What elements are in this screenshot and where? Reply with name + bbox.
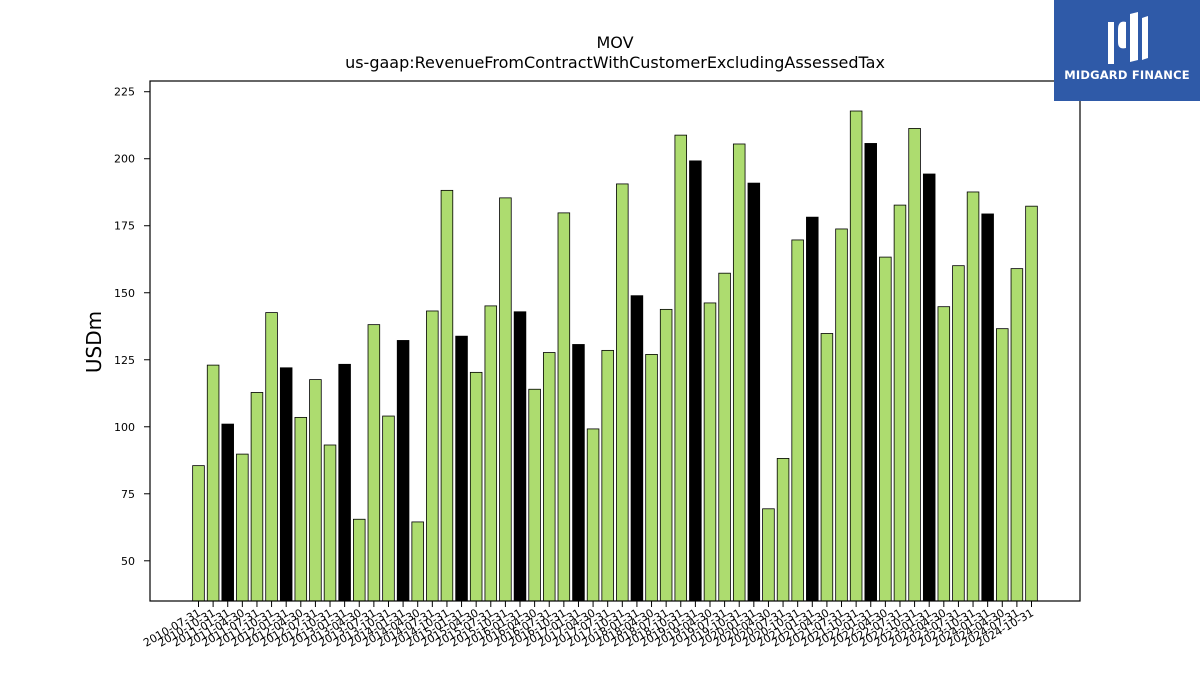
bar-2024-10-31 (1025, 205, 1038, 602)
y-tick-label: 225 (114, 86, 135, 99)
y-axis-label: USDm (82, 311, 106, 373)
bar-2016-10-31 (557, 212, 571, 602)
bar-2010-10-31 (206, 364, 220, 602)
chart-subtitle: us-gaap:RevenueFromContractWithCustomerE… (345, 53, 885, 72)
bar-2023-07-31 (952, 265, 965, 602)
bar-2018-01-31 (630, 295, 644, 602)
y-tick-label: 50 (121, 555, 135, 568)
bar-2021-07-31 (835, 228, 848, 602)
bar-2016-01-31 (513, 311, 527, 602)
y-tick-label: 150 (114, 287, 135, 300)
bar-2014-07-31 (426, 310, 439, 602)
bar-2019-01-31 (689, 160, 702, 602)
bar-2019-04-30 (703, 302, 717, 602)
y-tick-label: 75 (121, 488, 135, 501)
bar-2010-07-31 (192, 465, 205, 602)
bar-2014-04-30 (411, 521, 424, 602)
bar-2020-10-31 (791, 239, 804, 602)
bar-2024-01-31 (981, 213, 994, 602)
bar-2013-10-31 (382, 415, 395, 602)
bar-2024-07-31 (1010, 268, 1024, 602)
bar-2018-04-30 (645, 353, 658, 602)
bar-2017-10-31 (616, 183, 629, 602)
bar-2015-01-31 (455, 335, 468, 602)
x-axis: 2010-07-312010-10-312011-01-312011-04-30… (141, 601, 1036, 650)
bar-2012-04-30 (294, 416, 308, 602)
bar-2011-04-30 (236, 453, 249, 602)
bar-2017-04-30 (586, 428, 600, 602)
midgard-logo-icon (1108, 12, 1148, 64)
bar-2013-07-31 (367, 324, 381, 602)
bar-2013-01-31 (338, 363, 351, 602)
bar-2024-04-30 (996, 328, 1009, 602)
bar-2021-01-31 (806, 216, 819, 602)
bar-2019-07-31 (718, 272, 731, 602)
bar-2021-10-31 (849, 110, 863, 602)
bar-2021-04-30 (820, 333, 834, 602)
bar-2011-07-31 (250, 392, 264, 602)
bar-2015-04-30 (469, 371, 483, 602)
bar-2013-04-30 (353, 518, 366, 602)
bar-2012-07-31 (309, 379, 322, 602)
bar-2018-10-31 (674, 134, 688, 602)
bar-2023-04-30 (937, 306, 951, 602)
bar-2012-01-31 (279, 367, 293, 602)
y-tick-label: 200 (114, 153, 135, 166)
bar-2018-07-31 (659, 308, 673, 602)
bar-2011-10-31 (265, 312, 278, 602)
bar-2022-04-30 (879, 256, 892, 602)
bar-2014-01-31 (396, 340, 410, 602)
bar-2019-10-31 (732, 143, 746, 602)
bar-2015-10-31 (499, 197, 512, 602)
bar-2016-07-31 (542, 352, 556, 602)
bar-series (192, 110, 1038, 602)
bar-2022-07-31 (893, 204, 907, 602)
chart-title: MOV (596, 33, 633, 52)
bar-2023-01-31 (922, 173, 936, 602)
bar-2020-01-31 (747, 182, 761, 602)
bar-2020-04-30 (762, 508, 775, 602)
y-tick-label: 175 (114, 220, 135, 233)
bar-2015-07-31 (484, 305, 498, 602)
plot-frame (149, 80, 1081, 602)
bar-2020-07-31 (776, 457, 790, 602)
bar-2017-01-31 (572, 344, 585, 602)
bar-2014-10-31 (440, 189, 454, 602)
bar-2022-01-31 (864, 143, 877, 602)
bar-2016-04-30 (528, 388, 541, 602)
bar-2017-07-31 (601, 349, 614, 602)
y-axis: 50 75 100 125 150 175 200 225 (114, 86, 150, 568)
brand-logo: MIDGARD FINANCE (1054, 0, 1200, 101)
bar-2011-01-31 (221, 423, 234, 602)
bar-2022-10-31 (908, 128, 921, 602)
bar-2012-10-31 (323, 444, 337, 602)
bar-2023-10-31 (966, 191, 980, 602)
y-tick-label: 100 (114, 421, 135, 434)
y-tick-label: 125 (114, 354, 135, 367)
logo-text: MIDGARD FINANCE (1064, 68, 1190, 82)
